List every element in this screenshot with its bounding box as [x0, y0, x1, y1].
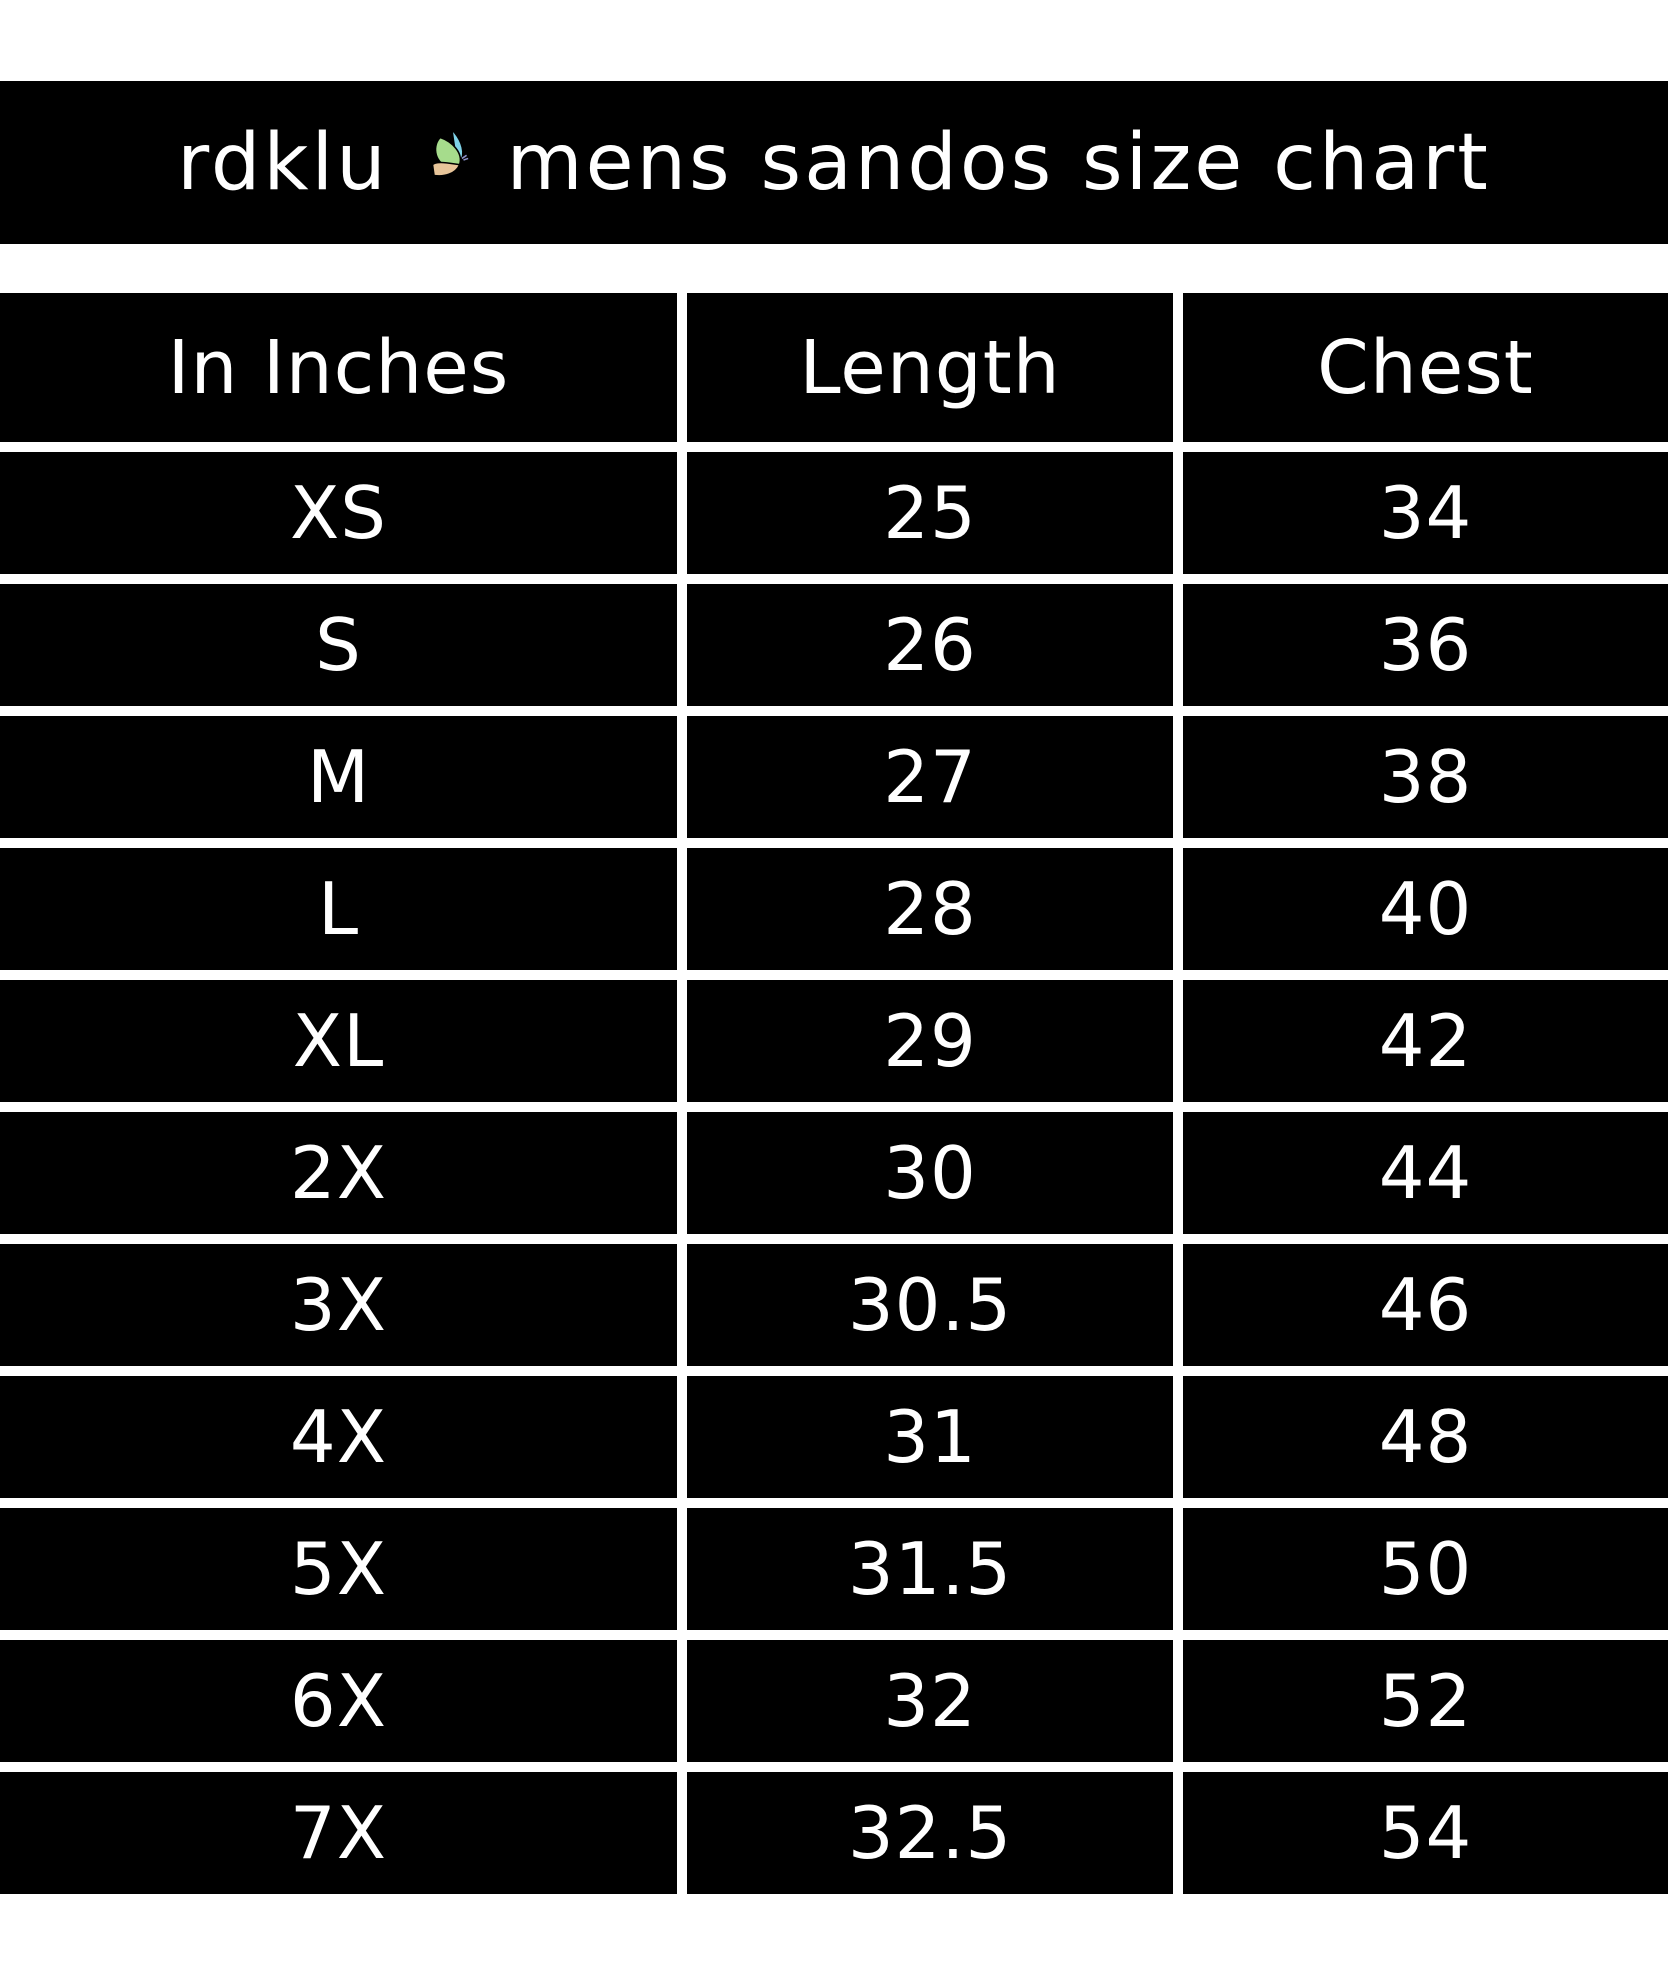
chest-cell: 42 — [1183, 980, 1668, 1102]
length-cell: 32.5 — [687, 1772, 1173, 1894]
header-chest: Chest — [1183, 293, 1668, 442]
size-cell: 6X — [0, 1640, 677, 1762]
butterfly-icon — [417, 117, 479, 208]
length-cell: 28 — [687, 848, 1173, 970]
chest-cell: 36 — [1183, 584, 1668, 706]
length-cell: 32 — [687, 1640, 1173, 1762]
size-cell: 5X — [0, 1508, 677, 1630]
size-cell: S — [0, 584, 677, 706]
length-cell: 29 — [687, 980, 1173, 1102]
length-cell: 31 — [687, 1376, 1173, 1498]
size-cell: 4X — [0, 1376, 677, 1498]
header-length: Length — [687, 293, 1173, 442]
chest-cell: 34 — [1183, 452, 1668, 574]
brand-name: rdklu — [177, 117, 389, 208]
chest-cell: 46 — [1183, 1244, 1668, 1366]
size-cell: XS — [0, 452, 677, 574]
chest-cell: 50 — [1183, 1508, 1668, 1630]
length-cell: 31.5 — [687, 1508, 1173, 1630]
title-bar: rdklu mens sandos size chart — [0, 81, 1668, 244]
size-cell: 3X — [0, 1244, 677, 1366]
chest-cell: 48 — [1183, 1376, 1668, 1498]
chest-cell: 52 — [1183, 1640, 1668, 1762]
length-cell: 30 — [687, 1112, 1173, 1234]
size-cell: 7X — [0, 1772, 677, 1894]
chest-cell: 44 — [1183, 1112, 1668, 1234]
chest-cell: 40 — [1183, 848, 1668, 970]
length-cell: 27 — [687, 716, 1173, 838]
size-cell: XL — [0, 980, 677, 1102]
chart-title: mens sandos size chart — [506, 117, 1491, 208]
size-cell: M — [0, 716, 677, 838]
length-cell: 30.5 — [687, 1244, 1173, 1366]
length-cell: 26 — [687, 584, 1173, 706]
chest-cell: 54 — [1183, 1772, 1668, 1894]
length-cell: 25 — [687, 452, 1173, 574]
size-cell: L — [0, 848, 677, 970]
size-table: In Inches Length Chest XS 25 34 S 26 36 M 27 38 L… — [0, 293, 1668, 1894]
size-cell: 2X — [0, 1112, 677, 1234]
header-in-inches: In Inches — [0, 293, 677, 442]
chest-cell: 38 — [1183, 716, 1668, 838]
